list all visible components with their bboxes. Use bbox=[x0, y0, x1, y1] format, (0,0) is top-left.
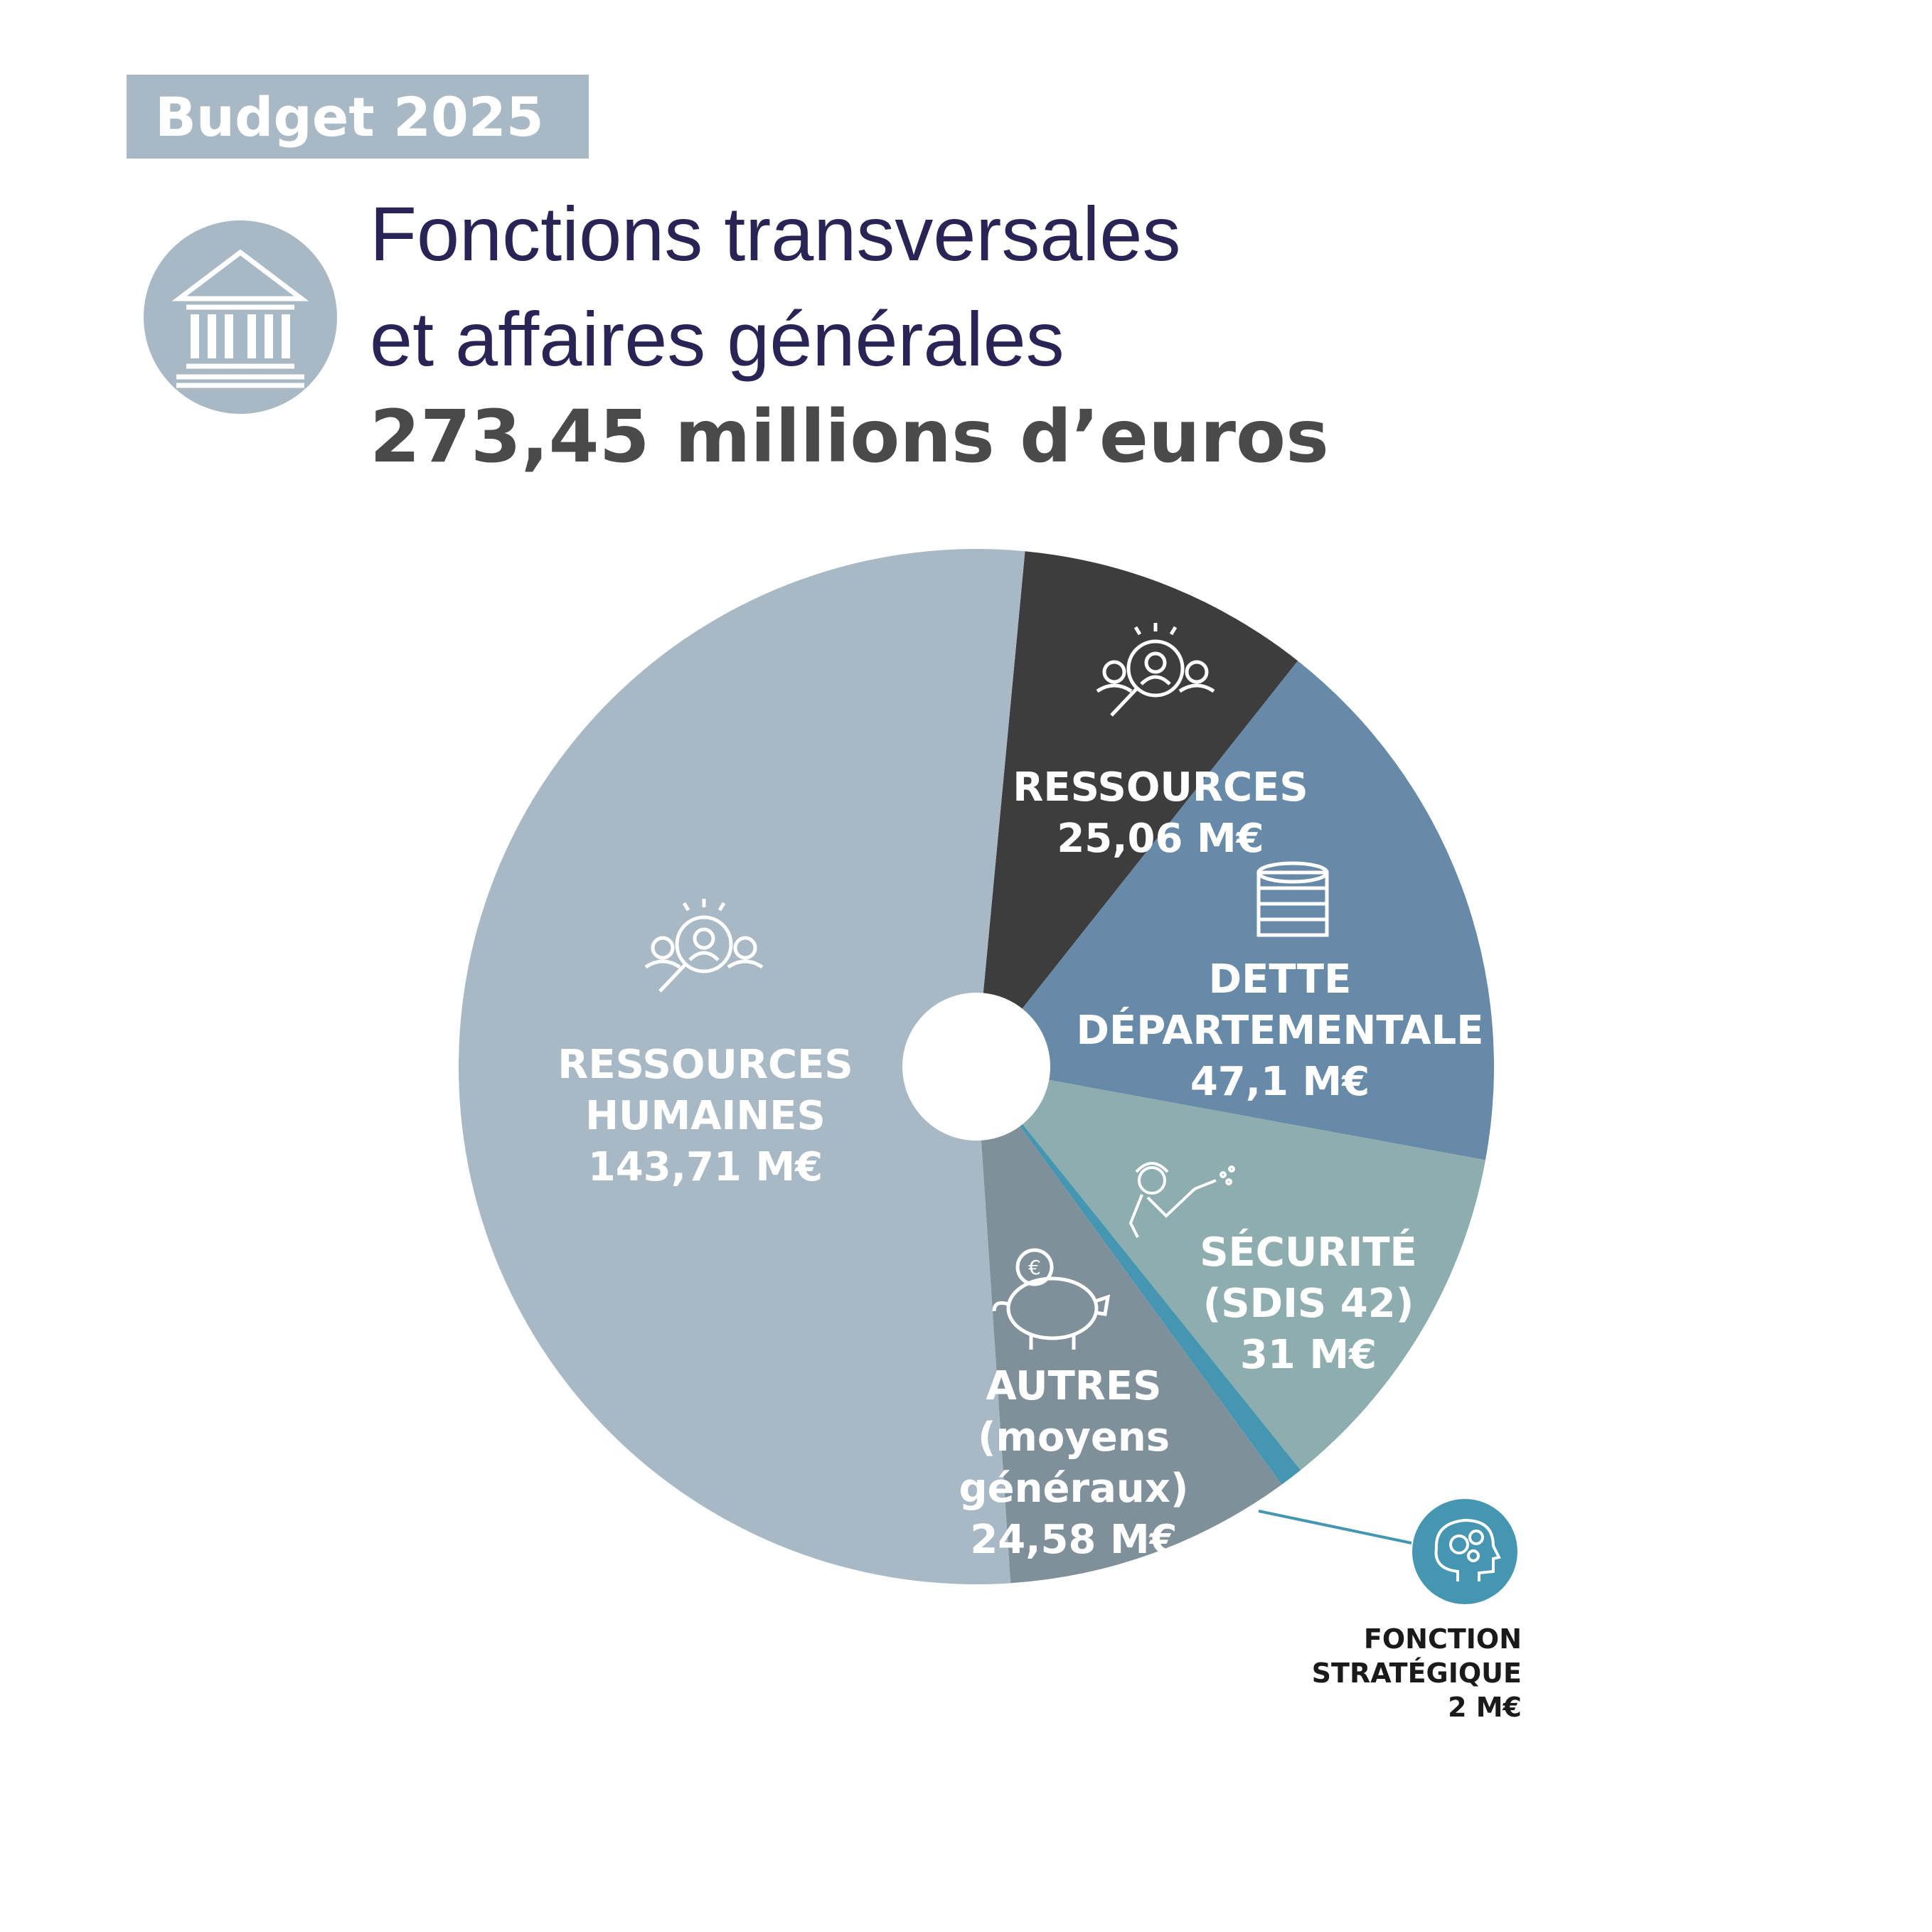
pie-slice-dette bbox=[976, 661, 1494, 1160]
label-ressources: RESSOURCES 25,06 M€ bbox=[1013, 764, 1308, 862]
pie-slice-securite bbox=[976, 1067, 1486, 1471]
piggy-bank-icon: € bbox=[992, 1248, 1111, 1350]
label-strategique-line1: FONCTION bbox=[1364, 1623, 1522, 1655]
label-ressources-line1: RESSOURCES bbox=[1013, 764, 1308, 811]
label-rh-line1: RESSOURCES bbox=[557, 1042, 853, 1088]
pie-slice-ressources bbox=[976, 551, 1298, 1067]
people-search-icon bbox=[1096, 623, 1215, 717]
title-line-1: Fonctions transversales bbox=[370, 191, 1181, 277]
label-rh-line3: 143,71 M€ bbox=[588, 1144, 823, 1190]
total-amount: 273,45 millions d’euros bbox=[370, 395, 1329, 479]
page-title: Fonctions transversales et affaires géné… bbox=[370, 181, 1181, 392]
label-autres: AUTRES (moyens généraux) 24,58 M€ bbox=[959, 1363, 1189, 1563]
label-rh: RESSOURCES HUMAINES 143,71 M€ bbox=[557, 1042, 853, 1190]
head-gears-icon bbox=[1434, 1518, 1501, 1581]
label-dette: DETTE DÉPARTEMENTALE 47,1 M€ bbox=[1076, 956, 1483, 1105]
institution-icon bbox=[171, 249, 309, 388]
label-securite-line3: 31 M€ bbox=[1240, 1332, 1377, 1378]
coin-stack-icon bbox=[1256, 861, 1329, 937]
label-strategique-line3: 2 M€ bbox=[1448, 1692, 1522, 1723]
svg-text:€: € bbox=[1028, 1256, 1041, 1279]
pie-center-hole bbox=[902, 993, 1050, 1141]
pie-slice-rh bbox=[459, 549, 1025, 1584]
firefighter-icon bbox=[1128, 1162, 1235, 1238]
institution-icon-circle bbox=[144, 220, 337, 414]
label-dette-line2: DÉPARTEMENTALE bbox=[1076, 1007, 1483, 1054]
label-securite-line1: SÉCURITÉ bbox=[1200, 1229, 1417, 1276]
label-ressources-line2: 25,06 M€ bbox=[1057, 816, 1264, 862]
title-line-2: et affaires générales bbox=[370, 296, 1064, 382]
label-autres-line3: généraux) bbox=[959, 1466, 1189, 1512]
budget-badge: Budget 2025 bbox=[127, 75, 589, 159]
pie-slice-autres bbox=[976, 1067, 1282, 1584]
label-securite: SÉCURITÉ (SDIS 42) 31 M€ bbox=[1200, 1229, 1417, 1378]
label-autres-line2: (moyens bbox=[978, 1414, 1170, 1461]
label-strategique-line2: STRATÉGIQUE bbox=[1312, 1658, 1522, 1689]
pie-slices bbox=[459, 549, 1494, 1584]
label-strategique: FONCTION STRATÉGIQUE 2 M€ bbox=[1312, 1623, 1522, 1723]
label-rh-line2: HUMAINES bbox=[585, 1093, 826, 1139]
people-search-icon-rh bbox=[644, 899, 764, 993]
label-dette-line1: DETTE bbox=[1209, 956, 1352, 1003]
label-securite-line2: (SDIS 42) bbox=[1203, 1281, 1414, 1327]
label-autres-line1: AUTRES bbox=[986, 1363, 1162, 1409]
label-dette-line3: 47,1 M€ bbox=[1190, 1059, 1370, 1105]
label-autres-line4: 24,58 M€ bbox=[970, 1517, 1177, 1563]
leader-line bbox=[1258, 1510, 1412, 1544]
pie-slice-strategique bbox=[976, 1067, 1301, 1485]
